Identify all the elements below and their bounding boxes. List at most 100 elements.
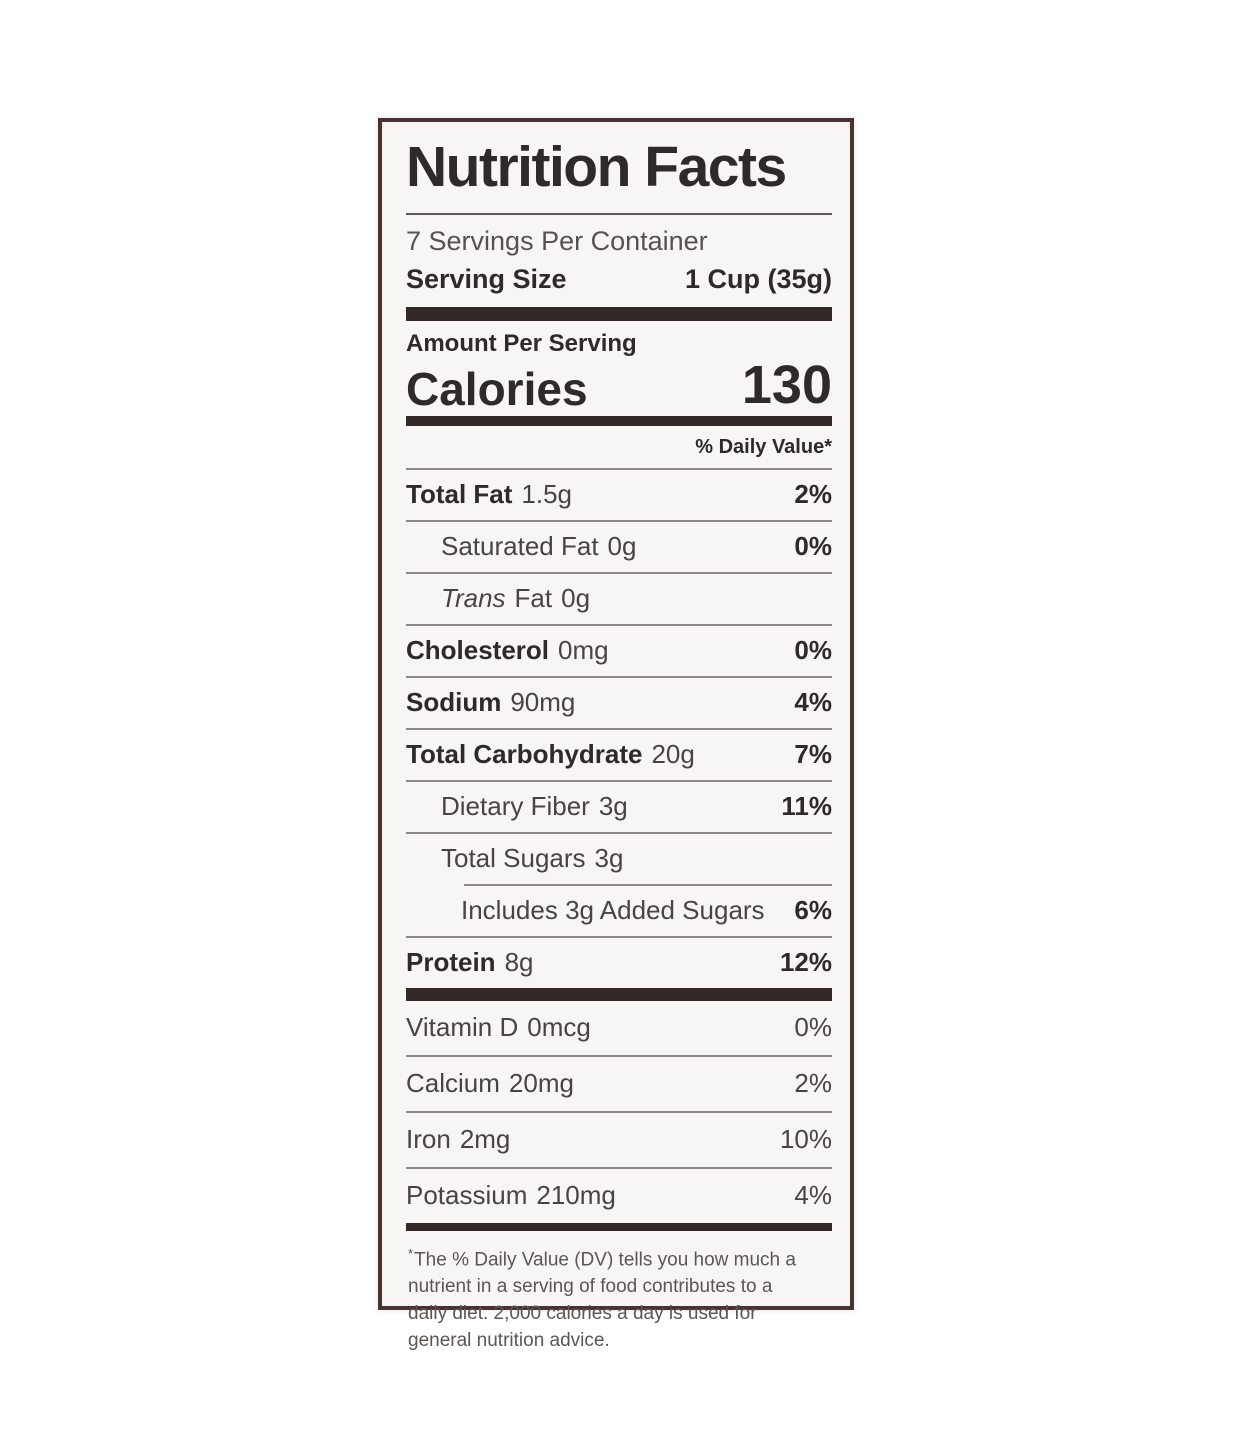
nutrient-name: Calcium (406, 1068, 500, 1099)
nutrient-name-amount: Dietary Fiber 3g (406, 791, 628, 822)
nutrient-row: Trans Fat 0g (406, 574, 832, 624)
nutrient-row: Iron 2mg 10% (406, 1113, 832, 1167)
nutrient-name-amount: Includes 3g Added Sugars (406, 895, 765, 926)
nutrient-amount: 20mg (508, 1068, 574, 1099)
nutrient-row: Dietary Fiber 3g 11% (406, 782, 832, 832)
nutrient-daily-value: 4% (794, 687, 832, 718)
nutrient-daily-value: 6% (794, 895, 832, 926)
nutrient-amount: 90mg (510, 687, 576, 718)
nutrient-daily-value: 0% (794, 531, 832, 562)
nutrient-amount: 20g (651, 739, 695, 770)
calories-value: 130 (741, 355, 832, 416)
nutrient-row: Total Sugars 3g (406, 834, 832, 884)
footnote-text: The % Daily Value (DV) tells you how muc… (408, 1249, 796, 1351)
nutrient-row: Protein 8g 12% (406, 938, 832, 988)
row-divider (406, 727, 832, 730)
nutrient-row: Saturated Fat 0g 0% (406, 522, 832, 572)
nutrient-daily-value: 2% (794, 479, 832, 510)
nutrient-row: Total Carbohydrate 20g 7% (406, 730, 832, 780)
nutrition-facts-label: Nutrition Facts 7 Servings Per Container… (378, 118, 854, 1351)
footnote: *The % Daily Value (DV) tells you how mu… (406, 1231, 832, 1355)
nutrient-name: Vitamin D (406, 1012, 519, 1043)
row-divider (406, 1054, 832, 1057)
row-divider (406, 935, 832, 938)
nutrient-daily-value: 0% (794, 635, 832, 666)
nutrient-row: Includes 3g Added Sugars 6% (406, 886, 832, 936)
nutrient-row: Total Fat 1.5g 2% (406, 470, 832, 520)
serving-size-label: Serving Size (406, 263, 567, 294)
serving-size-value: 1 Cup (35g) (684, 263, 832, 294)
nutrient-name: Total Carbohydrate (406, 739, 643, 770)
row-divider (406, 1110, 832, 1113)
nutrient-daily-value: 12% (779, 947, 832, 978)
nutrient-daily-value: 10% (779, 1124, 832, 1155)
nutrient-name-amount: Total Fat 1.5g (406, 479, 572, 510)
row-divider (406, 675, 832, 678)
nutrient-row: Vitamin D 0mcg 0% (406, 1001, 832, 1055)
nutrient-daily-value: 7% (794, 739, 832, 770)
vitamin-rows: Vitamin D 0mcg 0% Calcium 20mg 2% Iron 2mg 10% Po… (406, 1001, 832, 1223)
serving-size-row: Serving Size 1 Cup (35g) (406, 259, 832, 307)
nutrient-name: Potassium (406, 1180, 528, 1211)
nutrient-amount: 2mg (459, 1124, 511, 1155)
row-divider (406, 779, 832, 782)
nutrient-name: Total Fat (406, 479, 513, 510)
amount-per-serving-label: Amount Per Serving (406, 329, 637, 357)
nutrient-amount: 0g (607, 531, 637, 562)
nutrient-name: Cholesterol (406, 635, 550, 666)
protein-divider (406, 987, 832, 1001)
nutrient-name: Protein (406, 947, 496, 978)
calories-row: Calories 130 (406, 358, 832, 416)
nutrient-name-amount: Total Carbohydrate 20g (406, 739, 695, 770)
nutrient-daily-value: 0% (794, 1012, 832, 1043)
nutrient-name-amount: Saturated Fat 0g (406, 531, 636, 562)
row-divider (406, 1166, 832, 1169)
nutrient-name-amount: Calcium 20mg (406, 1068, 574, 1099)
nutrient-name-amount: Vitamin D 0mcg (406, 1012, 591, 1043)
nutrient-name-amount: Protein 8g (406, 947, 534, 978)
nutrient-name-italic: Trans (441, 583, 506, 614)
nutrient-name-amount: Cholesterol 0mg (406, 635, 609, 666)
vitamins-divider (406, 1222, 832, 1231)
nutrient-name: Total Sugars (441, 843, 586, 874)
nutrient-name-amount: Potassium 210mg (406, 1180, 616, 1211)
nutrient-amount: 0g (561, 583, 591, 614)
row-divider (406, 519, 832, 522)
nutrient-row: Calcium 20mg 2% (406, 1057, 832, 1111)
label-title: Nutrition Facts (406, 135, 787, 199)
nutrient-amount: 3g (598, 791, 628, 822)
nutrient-name: Fat (514, 583, 553, 614)
nutrient-amount: 0mg (558, 635, 609, 666)
daily-value-header: % Daily Value* (406, 426, 832, 470)
nutrient-daily-value: 11% (781, 791, 832, 822)
calories-label: Calories (406, 362, 588, 415)
nutrient-row: Cholesterol 0mg 0% (406, 626, 832, 676)
nutrient-amount: 210mg (536, 1180, 616, 1211)
nutrient-name-amount: Trans Fat 0g (406, 583, 590, 614)
nutrient-name: Sodium (406, 687, 502, 718)
nutrient-name: Includes 3g Added Sugars (461, 895, 765, 926)
nutrient-amount: 0mcg (527, 1012, 591, 1043)
nutrient-amount: 1.5g (521, 479, 573, 510)
servings-per-container: 7 Servings Per Container (406, 225, 708, 256)
row-divider (464, 883, 832, 886)
calories-divider (406, 415, 832, 426)
nutrient-amount: 3g (594, 843, 624, 874)
nutrient-name-amount: Total Sugars 3g (406, 843, 623, 874)
nutrient-name: Dietary Fiber (441, 791, 590, 822)
nutrient-name-amount: Iron 2mg (406, 1124, 510, 1155)
nutrient-row: Sodium 90mg 4% (406, 678, 832, 728)
row-divider (406, 831, 832, 834)
footnote-marker: * (408, 1245, 414, 1261)
nutrient-row: Potassium 210mg 4% (406, 1169, 832, 1223)
nutrient-name: Saturated Fat (441, 531, 599, 562)
nutrient-rows: Total Fat 1.5g 2% Saturated Fat 0g 0% Trans Fat… (406, 470, 832, 988)
row-divider (406, 623, 832, 626)
nutrient-amount: 8g (504, 947, 534, 978)
nutrient-name-amount: Sodium 90mg (406, 687, 575, 718)
nutrient-name: Iron (406, 1124, 451, 1155)
row-divider (406, 571, 832, 574)
nutrient-daily-value: 4% (794, 1180, 832, 1211)
nutrient-daily-value: 2% (794, 1068, 832, 1099)
